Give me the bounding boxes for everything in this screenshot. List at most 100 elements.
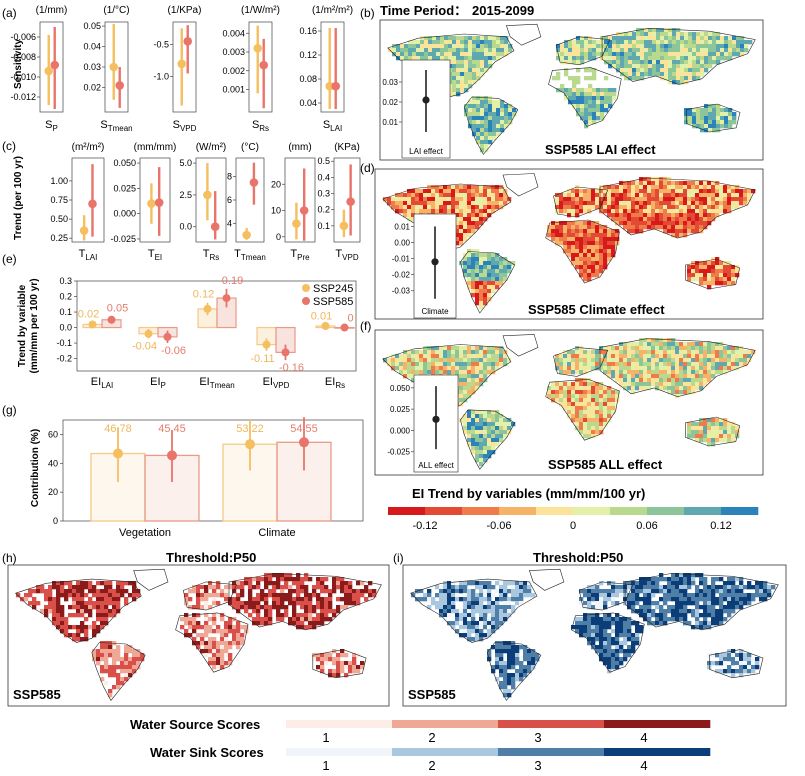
map-d-cell xyxy=(651,205,656,210)
map-f-cell xyxy=(643,378,648,383)
map-d-cell xyxy=(411,189,416,194)
map-b-cell xyxy=(488,140,493,145)
map-i-cell xyxy=(719,609,724,614)
map-i-cell xyxy=(499,597,504,602)
map-d-cell xyxy=(495,261,500,266)
map-d-cell xyxy=(471,205,476,210)
map-d-cell xyxy=(387,197,392,202)
map-h-cell xyxy=(116,685,121,690)
map-d-cell xyxy=(475,189,480,194)
map-f-cell xyxy=(591,434,596,439)
map-d-cell xyxy=(407,189,412,194)
map-d-cell xyxy=(455,213,460,218)
map-h-cell xyxy=(132,661,137,666)
map-d-cell xyxy=(707,277,712,282)
map-b-cell xyxy=(404,48,409,53)
map-b-cell xyxy=(712,52,717,57)
map-b-cell xyxy=(468,36,473,41)
map-d-cell xyxy=(707,189,712,194)
map-f-cell xyxy=(599,386,604,391)
map-b-cell xyxy=(436,52,441,57)
map-h-cell xyxy=(92,589,97,594)
map-f-cell xyxy=(655,338,660,343)
map-d-cell xyxy=(471,229,476,234)
map-h-cell xyxy=(220,641,225,646)
map-f-cell xyxy=(587,410,592,415)
map-i-cell xyxy=(611,617,616,622)
map-h-cell xyxy=(52,601,57,606)
map-f-cell xyxy=(455,362,460,367)
map-d-cell xyxy=(711,213,716,218)
map-b-frame xyxy=(379,19,764,161)
map-b-cell xyxy=(496,104,501,109)
map-h-cell xyxy=(184,621,189,626)
map-b-cell xyxy=(576,56,581,61)
map-f-cell xyxy=(407,362,412,367)
map-f-cell xyxy=(599,406,604,411)
map-h-cell xyxy=(256,609,261,614)
map-d-cell xyxy=(479,305,484,310)
map-d-cell xyxy=(655,213,660,218)
map-d-cell xyxy=(603,237,608,242)
map-f-cell xyxy=(595,386,600,391)
map-b-cell xyxy=(484,100,489,105)
map-h-cell xyxy=(348,581,353,586)
map-b-cell xyxy=(720,120,725,125)
map-d-cell xyxy=(639,185,644,190)
map-b-cell xyxy=(564,88,569,93)
map-i-cell xyxy=(479,613,484,618)
map-f-cell xyxy=(427,366,432,371)
map-i-cell xyxy=(687,573,692,578)
map-b-cell xyxy=(712,56,717,61)
map-b-cell xyxy=(628,36,633,41)
map-d-cell xyxy=(571,193,576,198)
map-i-cell xyxy=(587,597,592,602)
map-h-cell xyxy=(324,597,329,602)
map-d-cell xyxy=(487,209,492,214)
map-b-cell xyxy=(476,136,481,141)
map-d-cell xyxy=(699,181,704,186)
map-i-cell xyxy=(467,581,472,586)
map-i-cell xyxy=(631,585,636,590)
map-h-cell xyxy=(272,589,277,594)
map-f-cell xyxy=(483,362,488,367)
map-d-cell xyxy=(699,281,704,286)
map-f-cell xyxy=(595,410,600,415)
panel-g-ylabel: Contribution (%) xyxy=(30,429,41,507)
map-f-cell xyxy=(575,370,580,375)
map-h-cell xyxy=(348,589,353,594)
map-h-cell xyxy=(72,593,77,598)
map-i-cell xyxy=(715,613,720,618)
map-h-cell xyxy=(120,589,125,594)
map-f-cell xyxy=(467,426,472,431)
map-d-cell xyxy=(499,193,504,198)
map-i-cell xyxy=(655,613,660,618)
map-f-cell xyxy=(499,350,504,355)
map-f-cell xyxy=(719,366,724,371)
map-f-cell xyxy=(579,426,584,431)
map-d-cell xyxy=(399,193,404,198)
map-b-cell xyxy=(480,44,485,49)
map-b-cell xyxy=(500,104,505,109)
map-f-cell xyxy=(423,350,428,355)
map-h-cell xyxy=(192,629,197,634)
map-d-cell xyxy=(663,193,668,198)
map-f-cell xyxy=(719,362,724,367)
map-d-cell xyxy=(683,233,688,238)
map-h-cell xyxy=(284,585,289,590)
map-f-cell xyxy=(475,418,480,423)
map-b-cell xyxy=(680,40,685,45)
map-b-cell xyxy=(408,44,413,49)
map-h-cell xyxy=(96,581,101,586)
map-i-cell xyxy=(583,601,588,606)
map-d-cell xyxy=(447,185,452,190)
map-d-cell xyxy=(407,213,412,218)
map-h-cell xyxy=(96,593,101,598)
map-d-cell xyxy=(663,221,668,226)
map-d-cell xyxy=(559,229,564,234)
map-b-cell xyxy=(588,68,593,73)
map-d-cell xyxy=(603,257,608,262)
map-f-cell xyxy=(635,370,640,375)
map-d-cell xyxy=(499,257,504,262)
map-b-cell xyxy=(564,72,569,77)
